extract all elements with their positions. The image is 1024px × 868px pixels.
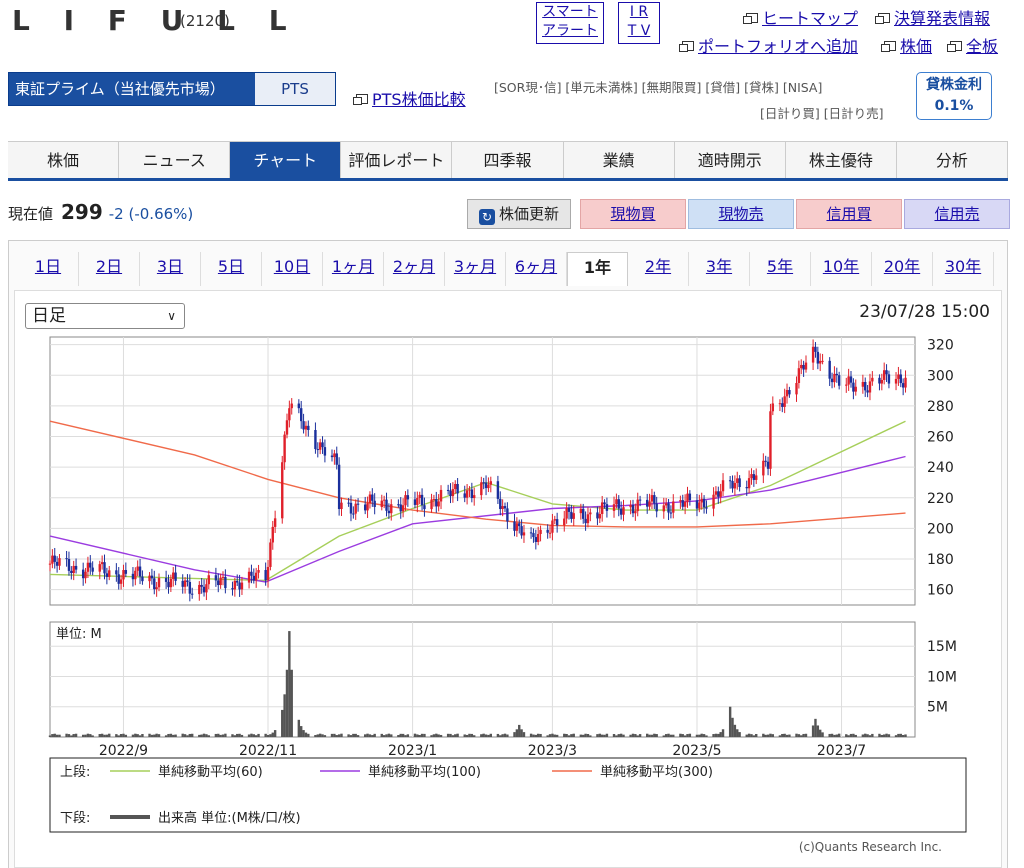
window-icon xyxy=(947,41,962,52)
tab-rating-report[interactable]: 評価レポート xyxy=(341,142,453,178)
spot-sell-button[interactable]: 現物売 xyxy=(688,199,794,229)
chart-area xyxy=(14,290,1002,868)
tab-news[interactable]: ニュース xyxy=(119,142,231,178)
period-tab-8[interactable]: 6ヶ月 xyxy=(506,252,567,286)
portfolio-add-link[interactable]: ポートフォリオへ追加 xyxy=(679,33,858,57)
smart-alert-label-1: スマート xyxy=(542,4,598,20)
tab-shareholder-benefits[interactable]: 株主優待 xyxy=(785,142,897,178)
trade-tags: [SOR現･信] [単元未満株] [無期限買] [貸借] [貸株] [NISA] xyxy=(494,80,823,95)
chart-credit: (c)Quants Research Inc. xyxy=(798,840,942,854)
market-selector: 東証プライム（当社優先市場） PTS xyxy=(8,72,336,106)
smart-alert-button[interactable]: スマート アラート xyxy=(536,2,604,44)
tab-price[interactable]: 株価 xyxy=(8,142,120,178)
window-icon xyxy=(881,41,896,52)
tab-performance[interactable]: 業績 xyxy=(563,142,675,178)
interval-select[interactable]: 日足 ∨ xyxy=(25,303,185,329)
company-logo: L I F U L L xyxy=(12,4,299,37)
period-tab-6[interactable]: 2ヶ月 xyxy=(384,252,445,286)
period-tab-10[interactable]: 2年 xyxy=(628,252,689,286)
period-tab-3[interactable]: 5日 xyxy=(201,252,262,286)
chart-timestamp: 23/07/28 15:00 xyxy=(859,302,990,322)
period-tab-7[interactable]: 3ヶ月 xyxy=(445,252,506,286)
current-price: 現在値 299 -2 (-0.66%) xyxy=(8,200,193,224)
daytrade-tags: [日計り買] [日計り売] xyxy=(760,106,884,121)
refresh-price-button[interactable]: ↻ 株価更新 xyxy=(467,199,571,229)
period-tab-13[interactable]: 10年 xyxy=(811,252,872,286)
period-tab-4[interactable]: 10日 xyxy=(262,252,323,286)
full-board-link[interactable]: 全板 xyxy=(947,33,998,57)
price-change: -2 (-0.66%) xyxy=(108,205,194,223)
earnings-link[interactable]: 決算発表情報 xyxy=(875,5,990,29)
tab-shikiho[interactable]: 四季報 xyxy=(452,142,564,178)
document-icon xyxy=(679,41,694,52)
lending-rate-value: 0.1% xyxy=(934,98,974,114)
tab-analysis[interactable]: 分析 xyxy=(896,142,1008,178)
smart-alert-label-2: アラート xyxy=(542,23,598,39)
period-tab-14[interactable]: 20年 xyxy=(872,252,933,286)
period-tab-11[interactable]: 3年 xyxy=(689,252,750,286)
interval-select-value: 日足 xyxy=(32,306,66,326)
window-icon xyxy=(353,94,368,105)
chevron-down-icon: ∨ xyxy=(167,309,176,323)
heatmap-link[interactable]: ヒートマップ xyxy=(743,5,858,29)
market-pts-tab[interactable]: PTS xyxy=(255,73,335,105)
ir-tv-label-1: I R xyxy=(629,4,649,20)
current-price-label: 現在値 xyxy=(8,205,54,223)
period-tab-9[interactable]: 1年 xyxy=(567,252,628,286)
ir-tv-button[interactable]: I R T V xyxy=(618,2,660,44)
period-tab-5[interactable]: 1ヶ月 xyxy=(323,252,384,286)
margin-sell-button[interactable]: 信用売 xyxy=(904,199,1010,229)
margin-buy-button[interactable]: 信用買 xyxy=(796,199,902,229)
ir-tv-label-2: T V xyxy=(627,23,651,39)
lending-rate-box[interactable]: 貸株金利 0.1% xyxy=(916,72,992,120)
period-tabs: 1日 2日 3日 5日 10日 1ヶ月 2ヶ月 3ヶ月 6ヶ月 1年 2年 3年 5年 10年 20年 30年 xyxy=(18,252,994,286)
period-tab-1[interactable]: 2日 xyxy=(79,252,140,286)
tab-disclosure[interactable]: 適時開示 xyxy=(674,142,786,178)
period-tab-0[interactable]: 1日 xyxy=(18,252,79,286)
price-link[interactable]: 株価 xyxy=(881,33,932,57)
period-tab-2[interactable]: 3日 xyxy=(140,252,201,286)
market-primary-tab[interactable]: 東証プライム（当社優先市場） xyxy=(9,73,255,105)
calendar-icon xyxy=(875,13,890,24)
current-price-value: 299 xyxy=(61,200,103,224)
stock-code: (2120) xyxy=(180,12,230,30)
tab-chart[interactable]: チャート xyxy=(230,142,342,178)
refresh-icon: ↻ xyxy=(478,209,495,225)
main-tabs: 株価 ニュース チャート 評価レポート 四季報 業績 適時開示 株主優待 分析 xyxy=(8,141,1008,181)
lending-rate-label: 貸株金利 xyxy=(926,77,982,93)
spot-buy-button[interactable]: 現物買 xyxy=(580,199,686,229)
period-tab-12[interactable]: 5年 xyxy=(750,252,811,286)
window-icon xyxy=(743,13,758,24)
pts-compare-link[interactable]: PTS株価比較 xyxy=(353,86,466,110)
period-tab-15[interactable]: 30年 xyxy=(933,252,994,286)
